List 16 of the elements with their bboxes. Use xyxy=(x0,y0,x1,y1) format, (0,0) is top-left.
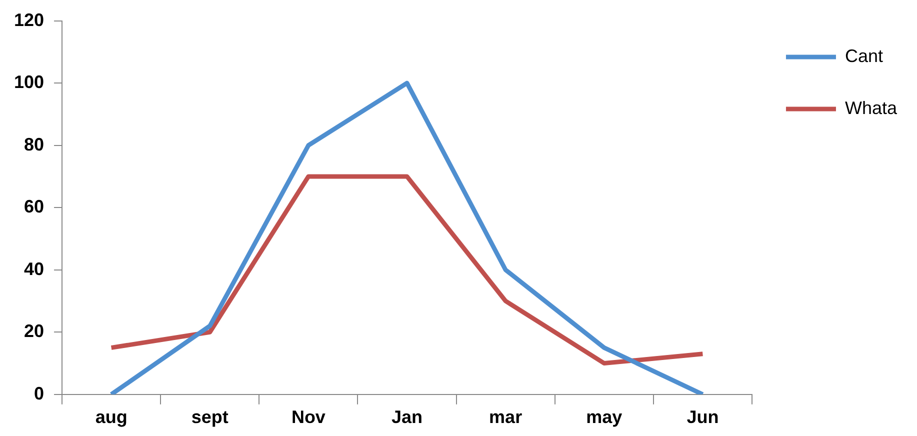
y-tick-label: 100 xyxy=(14,72,44,92)
legend-label: Whata xyxy=(844,98,898,118)
y-tick-label: 120 xyxy=(14,10,44,30)
x-tick-label: aug xyxy=(95,407,128,428)
y-tick-label: 0 xyxy=(34,383,44,404)
x-tick-label: sept xyxy=(191,407,228,428)
x-tick-label: may xyxy=(586,407,622,428)
y-tick-label: 40 xyxy=(24,258,44,279)
y-tick-label: 80 xyxy=(24,134,44,154)
x-tick-label: Nov xyxy=(291,407,326,428)
x-tick-label: Jan xyxy=(391,407,423,428)
y-tick-label: 60 xyxy=(24,196,44,217)
x-tick-label: mar xyxy=(489,407,522,428)
y-tick-label: 20 xyxy=(24,321,44,342)
legend-label: Cant xyxy=(844,46,884,66)
x-tick-label: Jun xyxy=(686,407,719,428)
